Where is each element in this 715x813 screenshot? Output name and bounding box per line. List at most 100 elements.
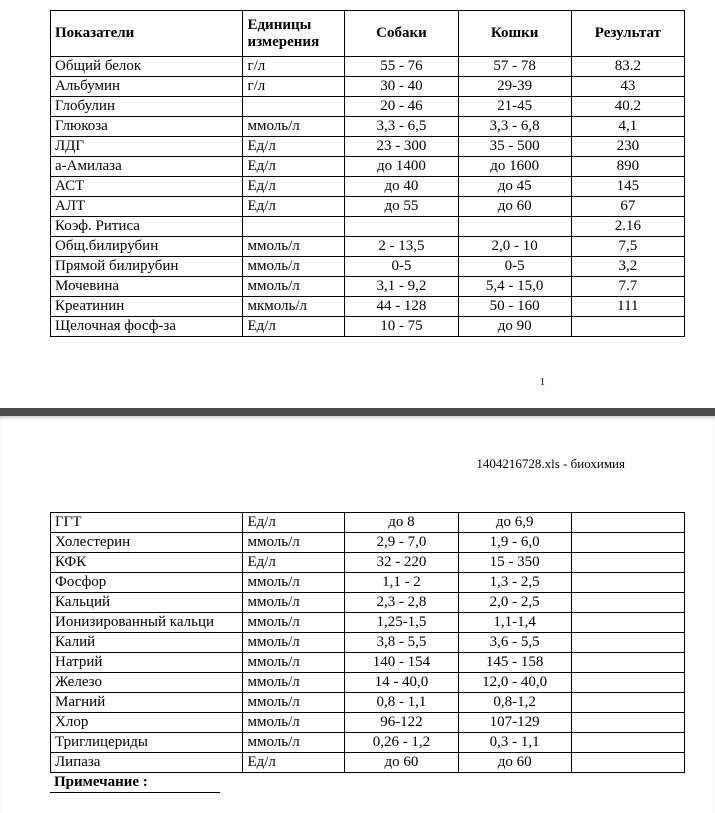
table-row: Кальцийммоль/л2,3 - 2,82,0 - 2,5: [51, 593, 685, 613]
cell-dogs: 1,25-1,5: [345, 613, 458, 633]
cell-unit: ммоль/л: [243, 633, 345, 653]
cell-result: [571, 673, 684, 693]
table-row: Коэф. Ритиса2.16: [51, 217, 685, 237]
cell-cats: 50 - 160: [458, 297, 571, 317]
cell-unit: ммоль/л: [243, 713, 345, 733]
cell-dogs: 96-122: [345, 713, 458, 733]
cell-result: 890: [571, 157, 684, 177]
cell-unit: г/л: [243, 77, 345, 97]
cell-dogs: 30 - 40: [345, 77, 458, 97]
cell-cats: 0-5: [458, 257, 571, 277]
cell-indicator: ГГТ: [51, 513, 243, 533]
cell-result: [571, 613, 684, 633]
cell-unit: ммоль/л: [243, 673, 345, 693]
cell-indicator: Глобулин: [51, 97, 243, 117]
table-row: Альбуминг/л30 - 4029-3943: [51, 77, 685, 97]
table-row: Прямой билирубинммоль/л0-50-53,2: [51, 257, 685, 277]
cell-result: [571, 593, 684, 613]
cell-result: [571, 553, 684, 573]
cell-result: [571, 693, 684, 713]
header-unit: Единицы измерения: [243, 11, 345, 57]
cell-dogs: 3,3 - 6,5: [345, 117, 458, 137]
cell-unit: г/л: [243, 57, 345, 77]
table-row: Калийммоль/л3,8 - 5,53,6 - 5,5: [51, 633, 685, 653]
cell-cats: до 60: [458, 197, 571, 217]
cell-dogs: до 8: [345, 513, 458, 533]
cell-dogs: 14 - 40,0: [345, 673, 458, 693]
cell-cats: 1,1-1,4: [458, 613, 571, 633]
cell-result: [571, 653, 684, 673]
cell-dogs: 55 - 76: [345, 57, 458, 77]
cell-unit: ммоль/л: [243, 533, 345, 553]
cell-indicator: АСТ: [51, 177, 243, 197]
header-row: Показатели Единицы измерения Собаки Кошк…: [51, 11, 685, 57]
cell-cats: 15 - 350: [458, 553, 571, 573]
cell-indicator: КФК: [51, 553, 243, 573]
cell-indicator: Натрий: [51, 653, 243, 673]
cell-cats: 5,4 - 15,0: [458, 277, 571, 297]
cell-cats: 12,0 - 40,0: [458, 673, 571, 693]
table-row: Магнийммоль/л0,8 - 1,10,8-1,2: [51, 693, 685, 713]
cell-cats: 0,3 - 1,1: [458, 733, 571, 753]
cell-dogs: 3,1 - 9,2: [345, 277, 458, 297]
cell-cats: 57 - 78: [458, 57, 571, 77]
cell-cats: 107-129: [458, 713, 571, 733]
cell-dogs: 2 - 13,5: [345, 237, 458, 257]
cell-indicator: Прямой билирубин: [51, 257, 243, 277]
cell-dogs: до 60: [345, 753, 458, 773]
table-row: Натрийммоль/л140 - 154145 - 158: [51, 653, 685, 673]
cell-unit: ммоль/л: [243, 613, 345, 633]
cell-cats: до 45: [458, 177, 571, 197]
biochem-table-1: Показатели Единицы измерения Собаки Кошк…: [50, 10, 685, 337]
table-row: КФКЕд/л32 - 22015 - 350: [51, 553, 685, 573]
cell-result: 83.2: [571, 57, 684, 77]
cell-unit: ммоль/л: [243, 277, 345, 297]
cell-indicator: Общий белок: [51, 57, 243, 77]
table-row: Общ.билирубинммоль/л2 - 13,52,0 - 107,5: [51, 237, 685, 257]
cell-dogs: 20 - 46: [345, 97, 458, 117]
cell-dogs: до 55: [345, 197, 458, 217]
cell-cats: 3,6 - 5,5: [458, 633, 571, 653]
table-row: Общий белокг/л55 - 7657 - 7883.2: [51, 57, 685, 77]
page-2: 1404216728.xls - биохимия ГГТЕд/лдо 8до …: [0, 416, 715, 813]
cell-cats: 3,3 - 6,8: [458, 117, 571, 137]
cell-indicator: Кальций: [51, 593, 243, 613]
cell-indicator: Фосфор: [51, 573, 243, 593]
cell-indicator: Триглицериды: [51, 733, 243, 753]
table-row: Глюкозаммоль/л3,3 - 6,53,3 - 6,84,1: [51, 117, 685, 137]
cell-unit: [243, 97, 345, 117]
cell-unit: ммоль/л: [243, 237, 345, 257]
cell-dogs: 0,26 - 1,2: [345, 733, 458, 753]
cell-result: [571, 533, 684, 553]
cell-unit: ммоль/л: [243, 593, 345, 613]
cell-dogs: 10 - 75: [345, 317, 458, 337]
cell-unit: Ед/л: [243, 137, 345, 157]
cell-indicator: Альбумин: [51, 77, 243, 97]
page-1: Показатели Единицы измерения Собаки Кошк…: [0, 0, 715, 408]
cell-cats: 0,8-1,2: [458, 693, 571, 713]
table-row: Мочевинаммоль/л3,1 - 9,25,4 - 15,07.7: [51, 277, 685, 297]
cell-unit: ммоль/л: [243, 573, 345, 593]
cell-result: 7.7: [571, 277, 684, 297]
table-row: Фосформмоль/л1,1 - 21,3 - 2,5: [51, 573, 685, 593]
cell-dogs: [345, 217, 458, 237]
cell-dogs: 1,1 - 2: [345, 573, 458, 593]
table-row: АЛТЕд/лдо 55до 6067: [51, 197, 685, 217]
cell-result: [571, 633, 684, 653]
table-row: Хлорммоль/л96-122107-129: [51, 713, 685, 733]
header-indicator: Показатели: [51, 11, 243, 57]
cell-indicator: Калий: [51, 633, 243, 653]
cell-unit: ммоль/л: [243, 653, 345, 673]
cell-indicator: Ионизированный кальци: [51, 613, 243, 633]
cell-result: 230: [571, 137, 684, 157]
cell-unit: Ед/л: [243, 157, 345, 177]
cell-result: 43: [571, 77, 684, 97]
table-row: а-АмилазаЕд/лдо 1400до 1600890: [51, 157, 685, 177]
cell-indicator: а-Амилаза: [51, 157, 243, 177]
cell-result: 111: [571, 297, 684, 317]
cell-unit: Ед/л: [243, 553, 345, 573]
cell-result: [571, 317, 684, 337]
cell-dogs: 32 - 220: [345, 553, 458, 573]
cell-cats: 2,0 - 10: [458, 237, 571, 257]
header-cats: Кошки: [458, 11, 571, 57]
